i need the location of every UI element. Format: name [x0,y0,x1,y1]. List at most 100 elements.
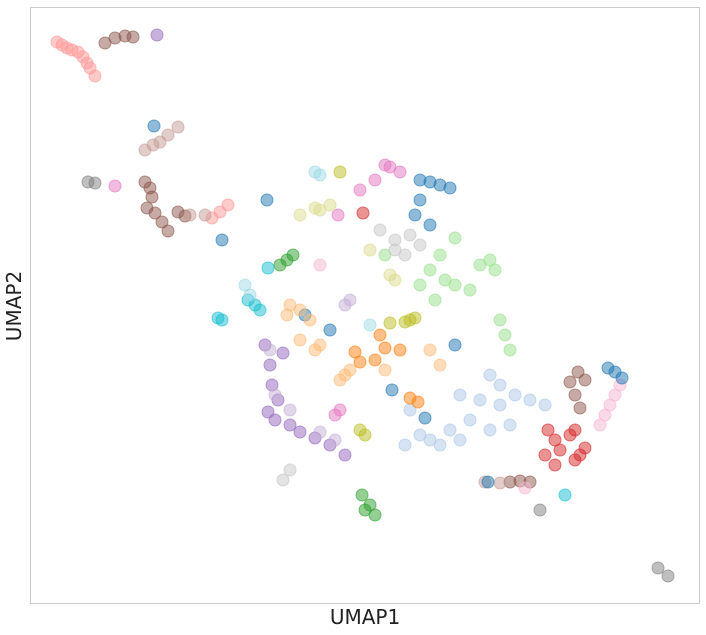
point [413,238,427,252]
point [498,328,512,342]
point [553,443,567,457]
point [108,179,122,193]
point [333,373,347,387]
point [385,383,399,397]
points [50,28,675,583]
point [423,433,437,447]
point [293,303,307,317]
point [383,316,397,330]
point [483,423,497,437]
point [198,208,212,222]
point [261,261,275,275]
point [148,206,162,220]
point [533,503,547,517]
point [323,323,337,337]
point [356,206,370,220]
point [368,173,382,187]
point [428,293,442,307]
point [493,378,507,392]
point [126,30,140,44]
point [423,218,437,232]
point [293,425,307,439]
point [171,120,185,134]
point [328,408,342,422]
point [493,313,507,327]
point [483,368,497,382]
point [661,569,675,583]
point [145,190,159,204]
point [355,488,369,502]
point [328,433,342,447]
point [268,413,282,427]
point [313,258,327,272]
point [293,333,307,347]
point [453,388,467,402]
point [393,165,407,179]
point [150,28,164,42]
point [161,128,175,142]
point [518,481,532,495]
point [568,423,582,437]
point [493,398,507,412]
point [276,473,290,487]
point [488,263,502,277]
point [378,363,392,377]
point [538,448,552,462]
point [473,393,487,407]
point [448,338,462,352]
point [343,363,357,377]
point [280,308,294,322]
point [358,503,372,517]
point [368,353,382,367]
point [508,388,522,402]
point [423,263,437,277]
point [263,358,277,372]
point [155,215,169,229]
point [276,346,290,360]
point [313,425,327,439]
point [338,448,352,462]
point [453,433,467,447]
point [263,343,277,357]
point [373,328,387,342]
point [253,303,267,317]
point [393,343,407,357]
point [183,208,197,222]
point [538,398,552,412]
point [331,208,345,222]
point [147,119,161,133]
point [221,198,235,212]
point [541,423,555,437]
point [398,438,412,452]
point [363,318,377,332]
point [303,313,317,327]
point [651,561,665,575]
point [523,393,537,407]
point [286,248,300,262]
point [353,183,367,197]
point [283,403,297,417]
point [408,208,422,222]
point [378,341,392,355]
point [358,428,372,442]
point [388,243,402,257]
point [243,288,257,302]
point [448,278,462,292]
point [373,223,387,237]
point [473,258,487,272]
point [563,375,577,389]
point [615,371,629,385]
point [558,488,572,502]
point [260,193,274,207]
point [308,343,322,357]
point [313,203,327,217]
point [503,418,517,432]
point [578,373,592,387]
point [88,176,102,190]
point [293,208,307,222]
point [433,358,447,372]
point [433,248,447,262]
point [503,343,517,357]
point [573,401,587,415]
